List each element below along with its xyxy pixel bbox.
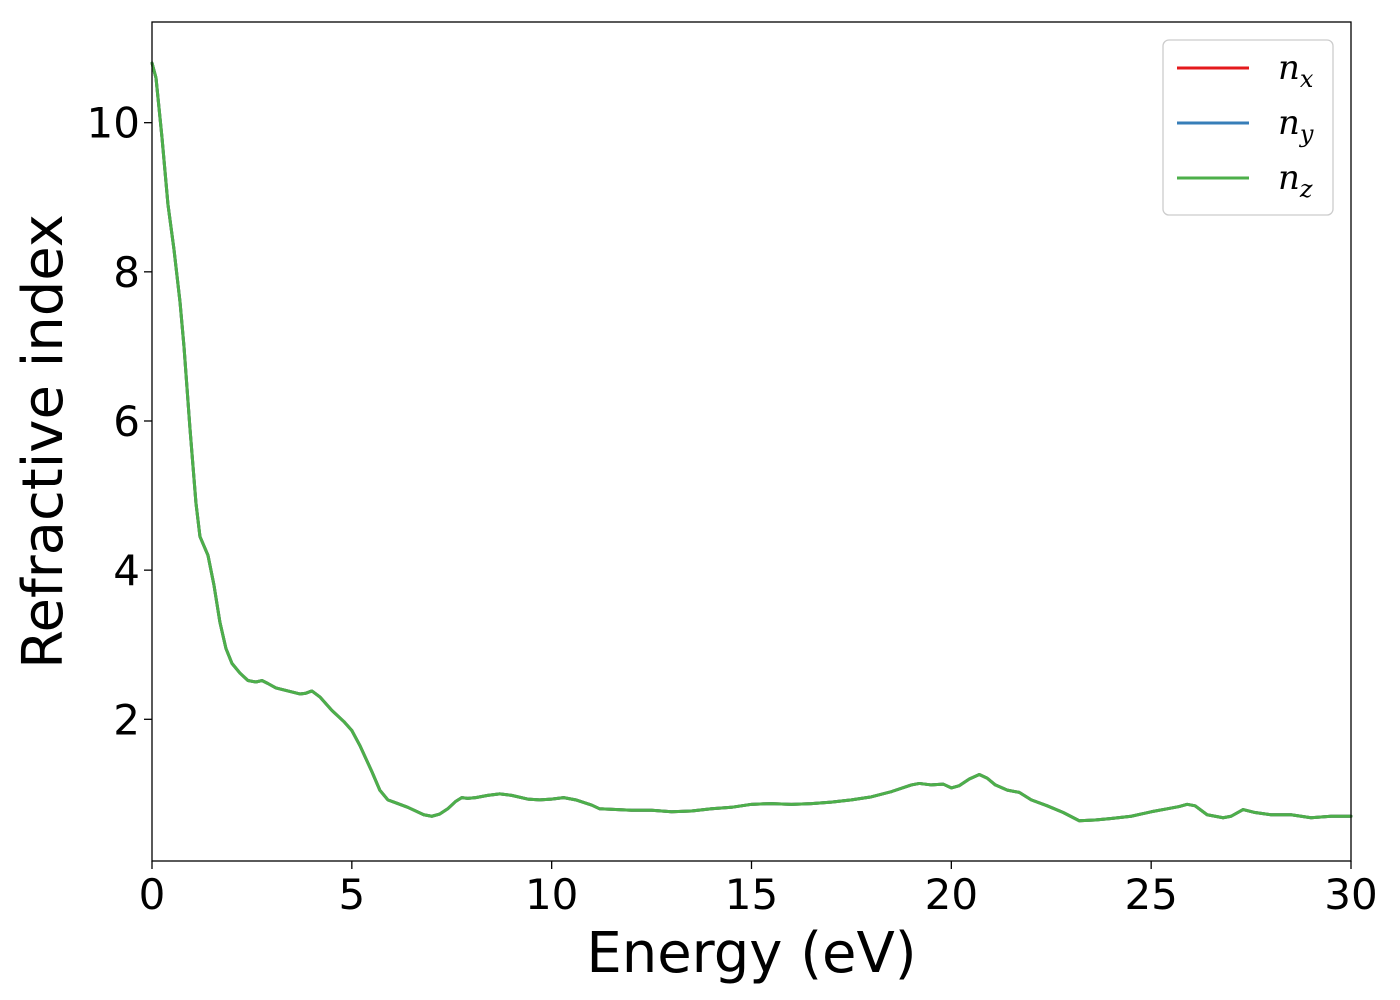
x-axis-title: Energy (eV) [586, 921, 916, 986]
legend-label-x: nx [1278, 48, 1314, 93]
y-axis-title: Refractive index [11, 214, 76, 669]
x-tick-label: 30 [1324, 870, 1377, 919]
y-axis: 2 4 6 8 10 [87, 99, 152, 744]
x-tick-label: 25 [1124, 870, 1177, 919]
legend-box [1162, 39, 1334, 216]
y-tick-label: 8 [113, 248, 140, 297]
x-tick-label: 15 [725, 870, 778, 919]
legend: nx ny nz [1162, 39, 1334, 216]
y-tick-label: 4 [113, 546, 140, 595]
legend-label-y: ny [1278, 103, 1314, 148]
x-tick-label: 20 [925, 870, 978, 919]
x-tick-label: 5 [338, 870, 365, 919]
series-layer [150, 61, 1353, 823]
series-line-z [150, 61, 1353, 823]
y-tick-label: 10 [87, 99, 140, 148]
legend-label-z: nz [1278, 158, 1313, 203]
y-tick-label: 6 [113, 397, 140, 446]
x-axis: 0 5 10 15 20 25 30 [139, 861, 1378, 919]
y-tick-label: 2 [113, 695, 140, 744]
x-tick-label: 0 [139, 870, 166, 919]
x-tick-label: 10 [525, 870, 578, 919]
